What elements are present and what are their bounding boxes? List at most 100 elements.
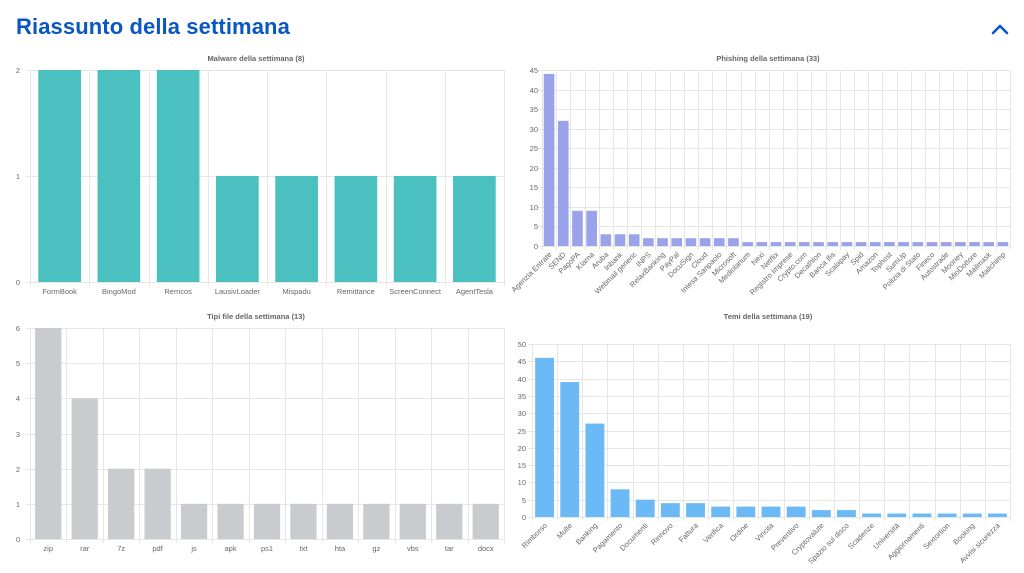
x-tick-label: zip [43,544,53,553]
x-tick-label: hta [335,544,346,553]
bar-tar[interactable] [436,503,463,539]
y-tick-label: 6 [16,324,20,333]
bar-miodottore[interactable] [969,242,980,246]
bar-nexi[interactable] [756,242,768,246]
bar-pagopa[interactable] [572,210,583,246]
bar-paypal[interactable] [671,238,683,246]
y-tick-label: 1 [16,500,20,509]
bar-preventivo[interactable] [786,506,806,517]
bar-fattura[interactable] [686,503,705,517]
bar-ps1[interactable] [253,503,281,539]
bar-vbs[interactable] [399,503,426,539]
y-tick-label: 40 [518,375,526,384]
bar-spazio-sul-disco[interactable] [837,510,856,517]
bar-fineco[interactable] [926,242,938,246]
y-tick-label: 45 [530,66,538,75]
bar-gz[interactable] [363,503,390,539]
bar-pagamento[interactable] [610,489,630,517]
y-tick-label: 45 [518,357,526,366]
chevron-up-icon [991,24,1009,35]
bar-netflix[interactable] [770,242,782,246]
bar-apk[interactable] [217,503,244,539]
bar-mediolanum[interactable] [742,242,753,246]
bar-remcos[interactable] [156,70,200,282]
collapse-button[interactable] [988,17,1012,41]
bar-polizia-di-stato[interactable] [912,242,924,246]
bar-pdf[interactable] [144,468,171,539]
bar-registro-imprese[interactable] [784,242,796,246]
bar-avvisi-sicurezza[interactable] [987,513,1007,517]
bar-mailmask[interactable] [983,242,995,246]
x-tick-label: rar [80,544,90,553]
y-tick-label: 20 [518,444,526,453]
bar-spid[interactable] [855,242,867,246]
bar-sextortion[interactable] [937,513,957,517]
bar-agenzia-entrate[interactable] [543,73,555,247]
bar-formbook[interactable] [38,70,81,282]
bar-decathlon[interactable] [813,242,824,246]
bar-cloud[interactable] [699,238,711,246]
bar-autostrade[interactable] [940,242,952,246]
bar-js[interactable] [180,503,208,539]
bar-banca-ifis[interactable] [827,242,839,246]
bar-sumup[interactable] [898,242,909,246]
bar-verifica[interactable] [711,506,731,517]
bar-mooney[interactable] [955,242,966,246]
bar-docusign[interactable] [685,238,697,246]
bar-lausivloader[interactable] [216,176,259,282]
bar-7z[interactable] [108,468,135,539]
bar-send[interactable] [557,120,569,246]
bar-scadenze[interactable] [862,513,882,517]
y-tick-label: 2 [16,66,20,75]
bar-inbank[interactable] [614,234,626,246]
bar-docx[interactable] [472,503,499,539]
y-tick-label: 15 [518,461,526,470]
bar-banking[interactable] [585,423,605,517]
bar-microsoft[interactable] [728,238,739,246]
malware-chart: Malware della settimana (8) 0 1 2 FormBook Bi… [0,48,512,302]
chart-title: Tipi file della settimana (13) [207,312,305,321]
bar-relaxbanking[interactable] [657,238,668,246]
x-tick-label: AgentTesla [456,287,494,296]
x-tick-label: js [190,544,197,553]
bar-webmail-generic[interactable] [628,234,640,246]
bar-crypto-com[interactable] [799,242,810,246]
y-tick-label: 0 [534,242,538,251]
bar-bingomod[interactable] [97,70,141,282]
bar-rar[interactable] [71,398,98,539]
bar-mispadu[interactable] [275,176,318,282]
y-tick-label: 20 [530,164,538,173]
bar-amazon[interactable] [869,242,881,246]
x-tick-label: BingoMod [102,287,136,296]
bar-mailchimp[interactable] [997,242,1009,246]
bar-zip[interactable] [35,328,62,539]
bar-booking[interactable] [962,513,982,517]
bar-documenti[interactable] [635,499,655,517]
bar-cryptovalute[interactable] [811,510,831,517]
bar-rimborso[interactable] [535,357,555,517]
bar-inps[interactable] [643,238,654,246]
bar-vincita[interactable] [761,506,781,517]
y-tick-label: 5 [522,496,526,505]
x-tick-label: Vincita [753,520,776,543]
bar-txt[interactable] [290,503,317,539]
y-tick-label: 25 [530,144,538,153]
bar-universit-[interactable] [887,513,907,517]
y-tick-label: 25 [518,427,526,436]
bar-ordine[interactable] [736,506,756,517]
bar-screenconnect[interactable] [393,176,437,282]
bar-klarna[interactable] [586,210,597,246]
bar-scalapay[interactable] [841,242,853,246]
x-tick-label: ps1 [261,544,273,553]
page-title: Riassunto della settimana [16,14,290,39]
bar-hta[interactable] [326,503,354,539]
bar-multe[interactable] [560,382,580,517]
bar-agenttesla[interactable] [453,176,496,282]
bar-aruba[interactable] [600,234,612,246]
bar-aggiornamenti[interactable] [912,513,932,517]
bar-tophost[interactable] [884,242,895,246]
bar-rinnovo[interactable] [660,503,680,517]
y-tick-label: 40 [530,86,538,95]
bar-intesa-sanpaolo[interactable] [713,238,725,246]
bar-remittance[interactable] [334,176,378,282]
